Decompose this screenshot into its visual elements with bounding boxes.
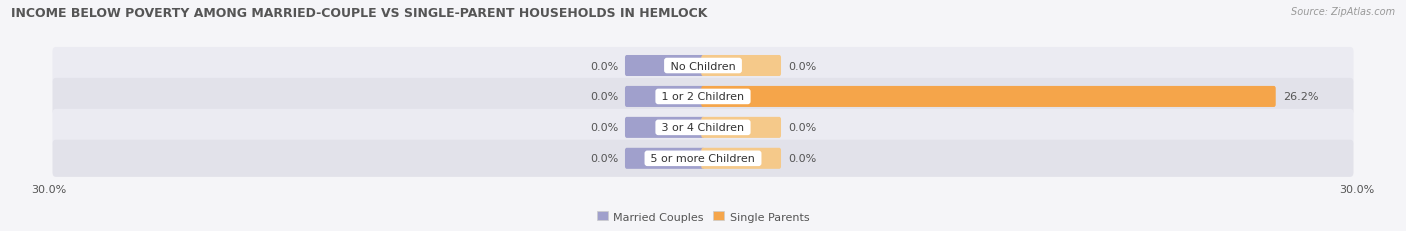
FancyBboxPatch shape <box>52 48 1354 85</box>
Text: INCOME BELOW POVERTY AMONG MARRIED-COUPLE VS SINGLE-PARENT HOUSEHOLDS IN HEMLOCK: INCOME BELOW POVERTY AMONG MARRIED-COUPL… <box>11 7 707 20</box>
Text: 1 or 2 Children: 1 or 2 Children <box>658 92 748 102</box>
FancyBboxPatch shape <box>626 148 704 169</box>
Text: No Children: No Children <box>666 61 740 71</box>
Legend: Married Couples, Single Parents: Married Couples, Single Parents <box>596 211 810 222</box>
Text: 5 or more Children: 5 or more Children <box>647 154 759 164</box>
FancyBboxPatch shape <box>702 148 780 169</box>
Text: 0.0%: 0.0% <box>787 61 817 71</box>
Text: 3 or 4 Children: 3 or 4 Children <box>658 123 748 133</box>
Text: 0.0%: 0.0% <box>589 61 619 71</box>
FancyBboxPatch shape <box>52 109 1354 146</box>
Text: Source: ZipAtlas.com: Source: ZipAtlas.com <box>1291 7 1395 17</box>
FancyBboxPatch shape <box>702 56 780 77</box>
Text: 0.0%: 0.0% <box>589 154 619 164</box>
FancyBboxPatch shape <box>702 87 1275 107</box>
Text: 0.0%: 0.0% <box>787 123 817 133</box>
FancyBboxPatch shape <box>626 56 704 77</box>
Text: 26.2%: 26.2% <box>1282 92 1319 102</box>
FancyBboxPatch shape <box>52 140 1354 177</box>
FancyBboxPatch shape <box>52 79 1354 116</box>
FancyBboxPatch shape <box>702 117 780 138</box>
FancyBboxPatch shape <box>626 117 704 138</box>
Text: 0.0%: 0.0% <box>787 154 817 164</box>
FancyBboxPatch shape <box>626 87 704 107</box>
Text: 0.0%: 0.0% <box>589 123 619 133</box>
Text: 0.0%: 0.0% <box>589 92 619 102</box>
